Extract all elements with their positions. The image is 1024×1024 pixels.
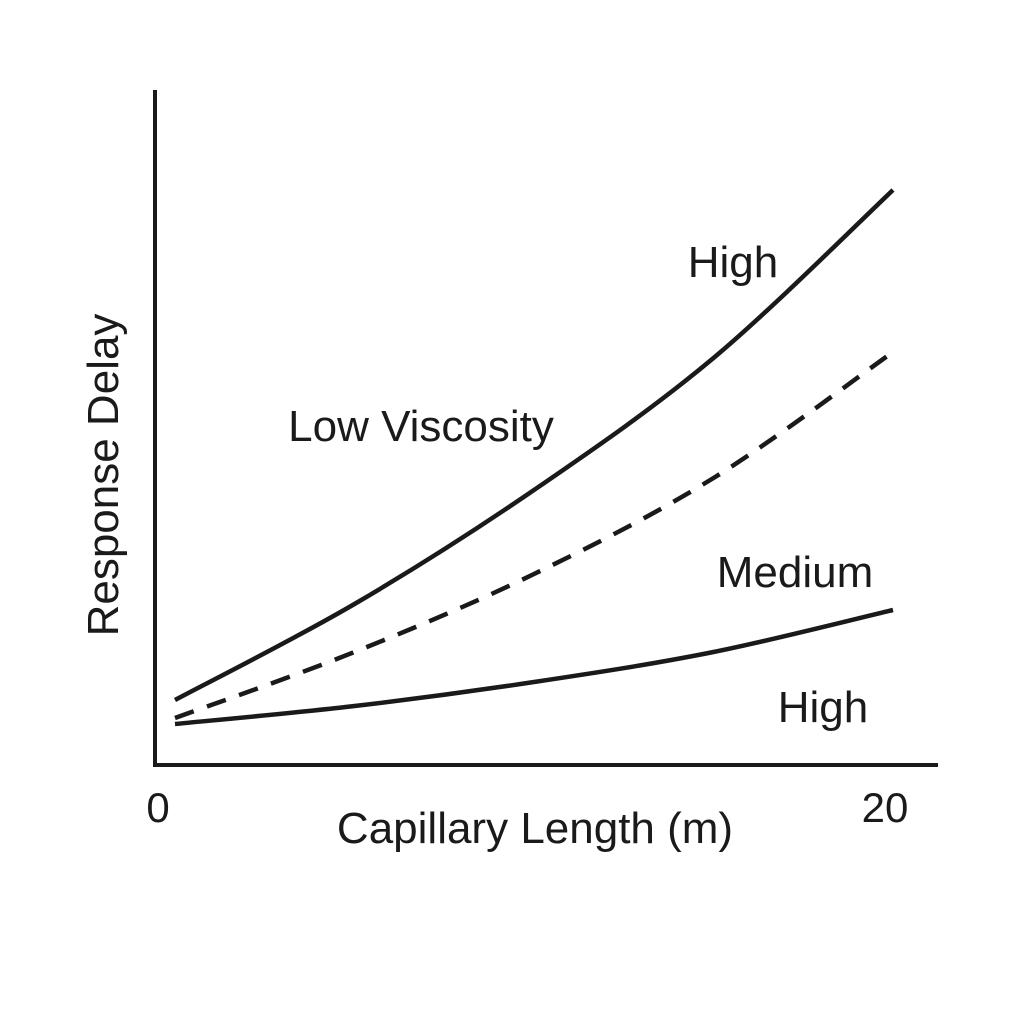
x-axis-title: Capillary Length (m) <box>337 804 733 853</box>
annotation-low-viscosity: Low Viscosity <box>288 402 554 451</box>
y-axis-title: Response Delay <box>79 314 128 637</box>
series-layer <box>173 188 895 727</box>
series-line-high <box>173 188 895 702</box>
plot-area <box>153 90 938 767</box>
annotation-high-bottom: High <box>778 683 869 732</box>
series-line-low <box>174 607 894 727</box>
x-tick-label-max: 20 <box>862 784 909 831</box>
x-tick-label-min: 0 <box>146 784 169 831</box>
annotation-medium: Medium <box>717 548 874 597</box>
series-line-medium-dashed <box>174 350 895 721</box>
annotation-high-top: High <box>688 238 779 287</box>
